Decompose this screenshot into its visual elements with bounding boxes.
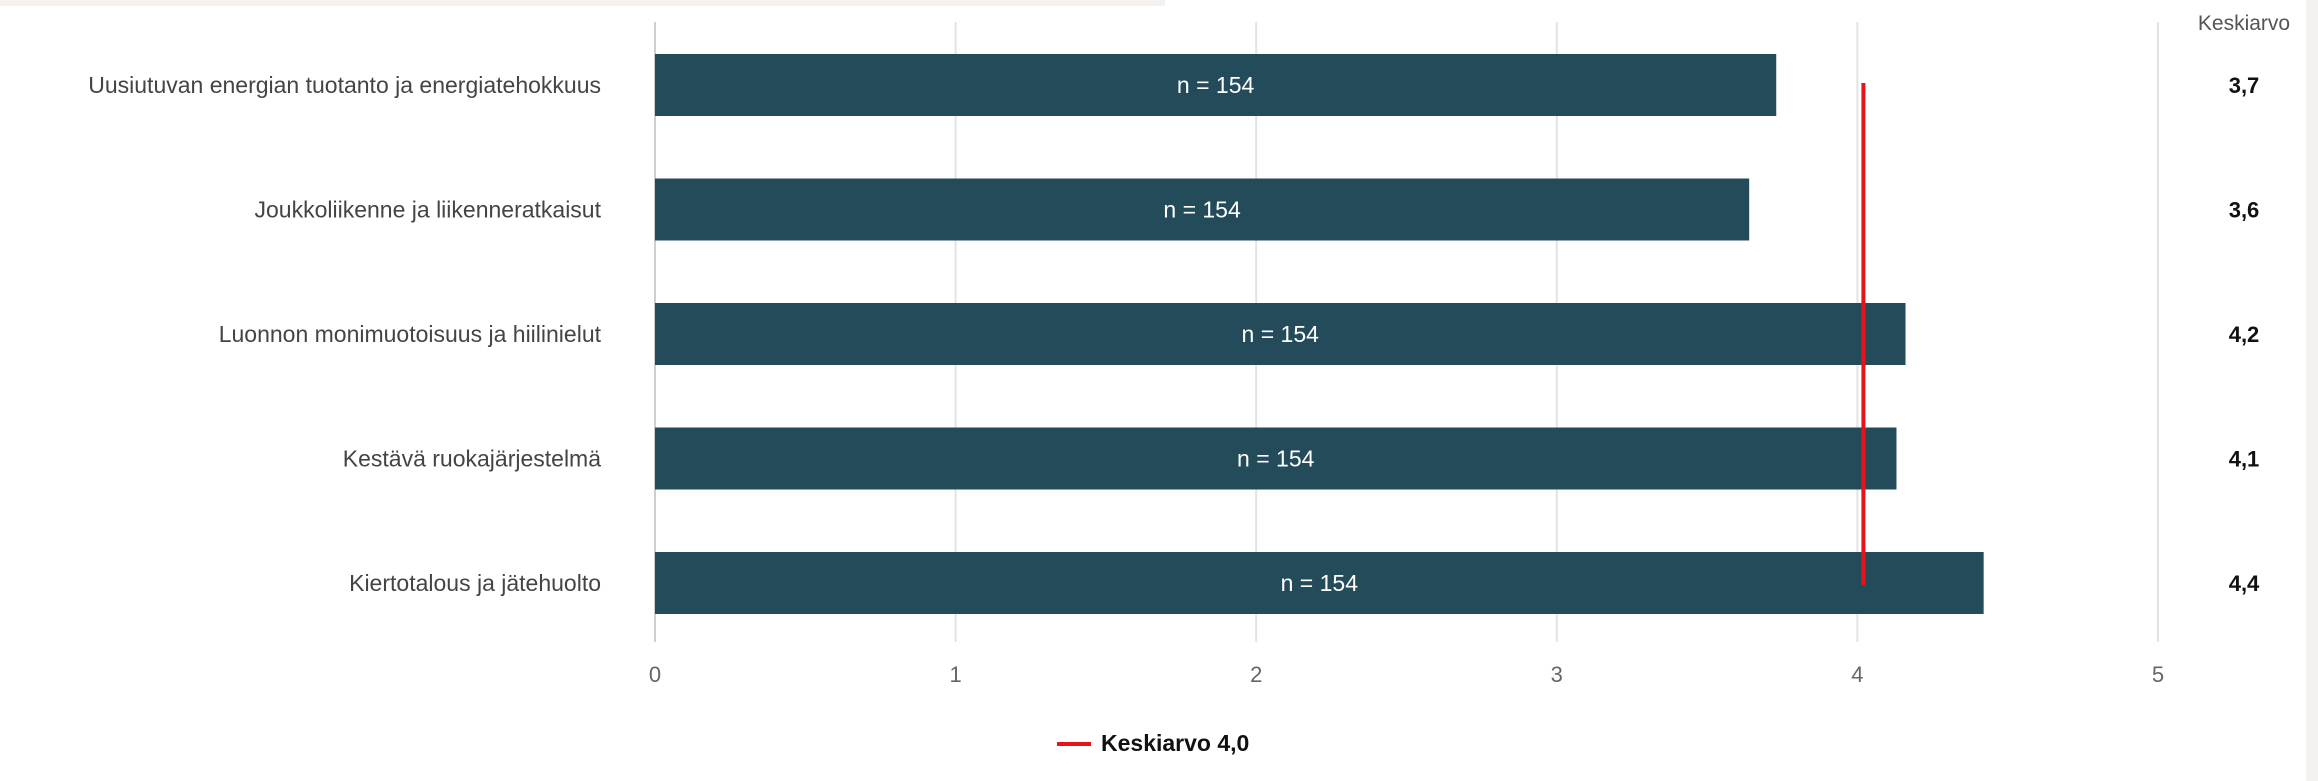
category-label: Joukkoliikenne ja liikenneratkaisut (255, 197, 602, 223)
x-tick-label: 5 (2152, 662, 2164, 687)
x-tick-label: 4 (1851, 662, 1863, 687)
bar-data-label: n = 154 (1177, 72, 1255, 98)
bar (655, 178, 1750, 241)
bar (655, 427, 1897, 490)
legend-line-swatch (1057, 741, 1091, 746)
bar-data-label: n = 154 (1163, 197, 1241, 223)
bar (655, 552, 1984, 614)
mean-value: 4,2 (2229, 322, 2260, 347)
category-label: Luonnon monimuotoisuus ja hiilinielut (219, 321, 602, 347)
bar-data-label: n = 154 (1242, 321, 1320, 347)
mean-column-header: Keskiarvo (2198, 12, 2290, 35)
labels: 0 1 2 3 4 5 n = 154 Uusiutuvan energian tuotant… (88, 12, 2290, 687)
x-tick-label: 3 (1551, 662, 1563, 687)
bar (655, 303, 1906, 365)
mean-value: 3,6 (2229, 198, 2260, 223)
bar-data-label: n = 154 (1237, 446, 1315, 472)
x-tick-label: 2 (1250, 662, 1262, 687)
mean-value: 4,1 (2229, 447, 2260, 472)
category-label: Kiertotalous ja jätehuolto (349, 570, 601, 596)
mean-value: 4,4 (2229, 571, 2260, 596)
legend-label: Keskiarvo 4,0 (1101, 730, 1250, 756)
x-tick-label: 0 (649, 662, 661, 687)
mean-value: 3,7 (2229, 73, 2260, 98)
right-page-margin (2306, 0, 2318, 781)
x-tick-label: 1 (949, 662, 961, 687)
top-page-band (0, 0, 1165, 6)
category-label: Uusiutuvan energian tuotanto ja energiat… (88, 72, 601, 98)
bar (655, 54, 1777, 116)
category-label: Kestävä ruokajärjestelmä (343, 446, 601, 472)
legend: Keskiarvo 4,0 (1057, 730, 1249, 757)
bar-data-label: n = 154 (1281, 570, 1359, 596)
bars (655, 54, 1984, 614)
